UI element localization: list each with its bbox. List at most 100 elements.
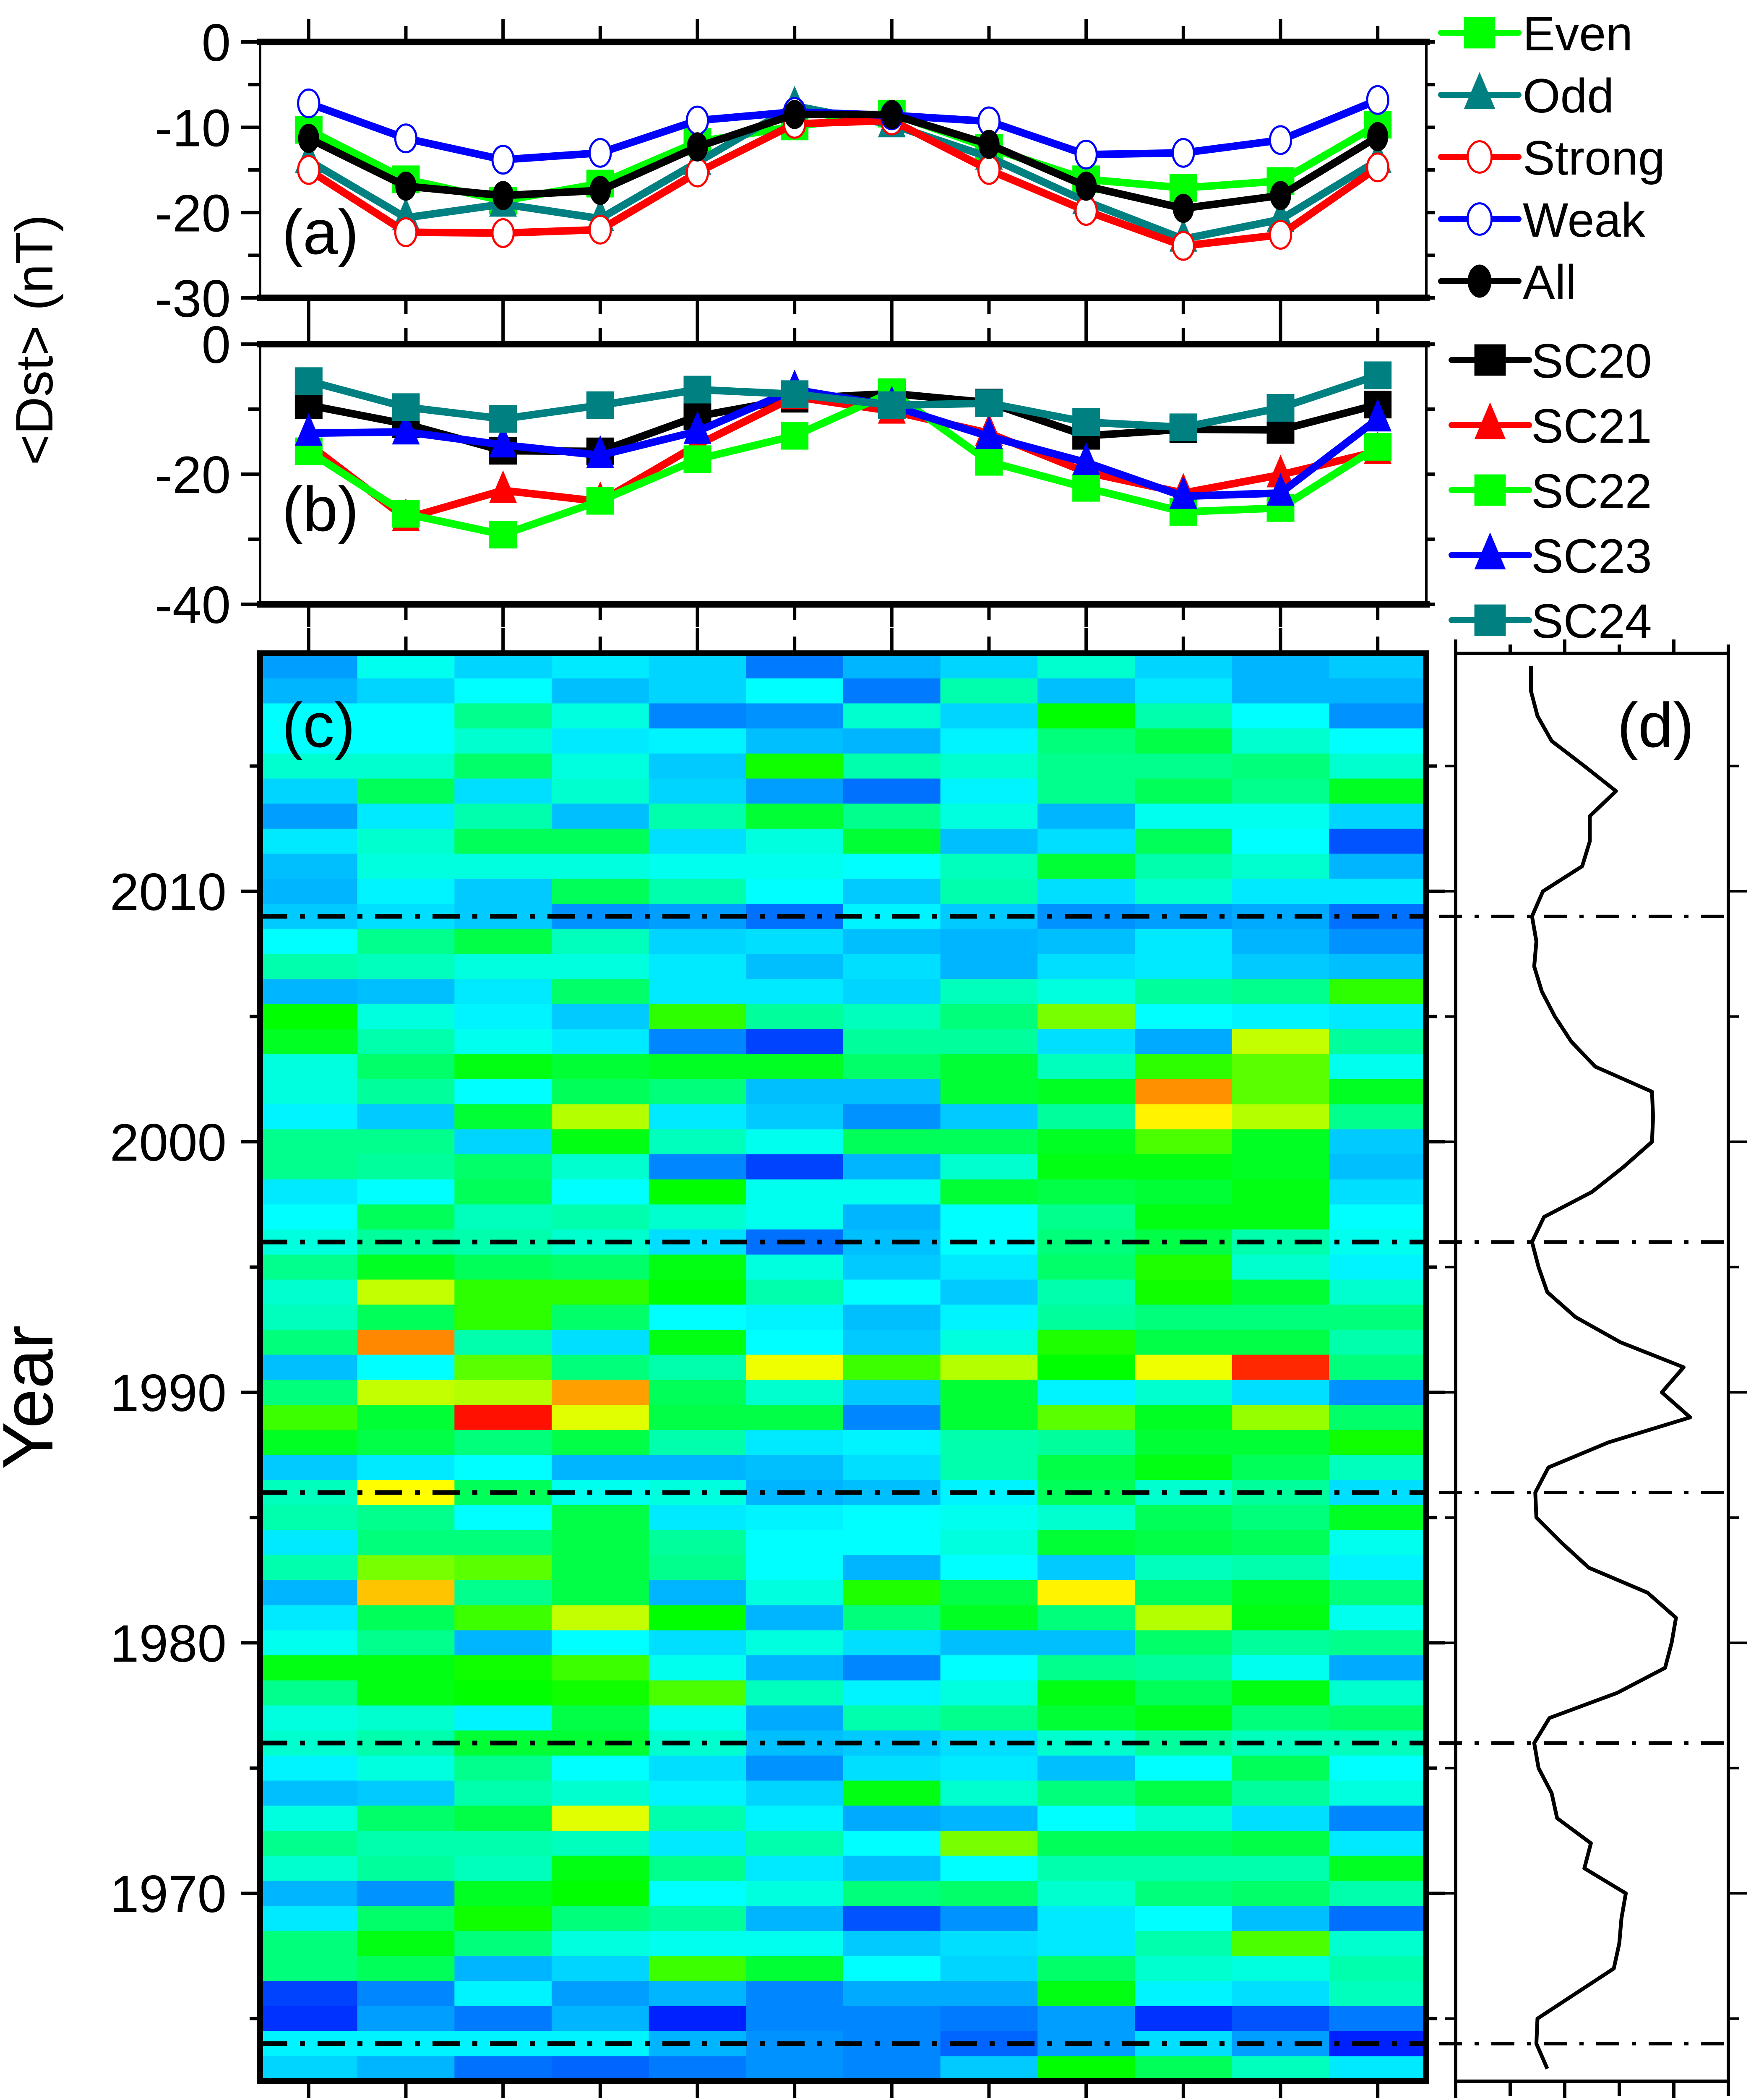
heatmap-cell [649,1806,747,1831]
heatmap-cell [1135,1204,1232,1230]
heatmap-cell [649,1555,747,1581]
heatmap-cell [357,703,455,729]
open-circle-marker [1366,152,1389,183]
heatmap-cell [260,778,358,804]
heatmap-cell [843,1279,941,1305]
heatmap-cell [454,1580,552,1606]
heatmap-cell [1329,1655,1427,1681]
triangle-marker [1474,402,1506,439]
heatmap-cell [1037,1455,1135,1481]
heatmap-cell [1037,1680,1135,1706]
heatmap-cell [940,703,1038,729]
triangle-marker [1364,399,1392,432]
heatmap-cell [1135,1179,1232,1205]
heatmap-cell [1329,1430,1427,1456]
heatmap-cell [1037,1354,1135,1380]
heatmap-cell [454,1179,552,1205]
heatmap-cell [649,1755,747,1781]
heatmap-cell [552,1580,649,1606]
heatmap-cell [1329,1931,1427,1957]
heatmap-cell [843,753,941,779]
heatmap-cell [1037,929,1135,955]
heatmap-cell [1329,1630,1427,1656]
heatmap-cell [649,778,747,804]
heatmap-cell [260,1780,358,1806]
heatmap-cell [1329,1806,1427,1831]
heatmap-cell [357,1279,455,1305]
heatmap-cell [649,804,747,829]
heatmap-cell [1232,1279,1330,1305]
heatmap-cell [843,1906,941,1931]
heatmap-cell [843,1580,941,1606]
heatmap-cell [1135,1154,1232,1180]
heatmap-row [260,1830,1427,1856]
heatmap-cell [746,1555,844,1581]
heatmap-cell [260,1129,358,1155]
heatmap-cell [940,1004,1038,1030]
heatmap-cell [357,1354,455,1380]
heatmap-cell [552,753,649,779]
heatmap-cell [843,678,941,704]
heatmap-cell [649,828,747,854]
heatmap-cell [1232,703,1330,729]
heatmap-cell [454,1029,552,1055]
heatmap-row [260,1029,1427,1055]
open-circle-marker [977,155,1001,185]
heatmap-cell [649,879,747,905]
heatmap-cell [260,728,358,754]
y-axis-label-dst: <Dst> (nT) [5,214,64,465]
square-marker [392,500,420,528]
heatmap-cell [1135,1405,1232,1430]
heatmap-cell [649,1630,747,1656]
heatmap-cell [843,653,941,679]
heatmap-cell [552,1981,649,2007]
heatmap-cell [1232,1630,1330,1656]
heatmap-cell [1135,1004,1232,1030]
heatmap-cell [357,1705,455,1731]
heatmap-cell [552,853,649,879]
heatmap-cell [746,1104,844,1130]
series-line [306,117,1380,250]
heatmap-cell [357,1981,455,2007]
heatmap-cell [940,1129,1038,1155]
heatmap-cell [1232,1580,1330,1606]
heatmap-cell [649,1305,747,1330]
triangle-marker [392,412,420,445]
heatmap-cell [1329,1254,1427,1280]
heatmap-cell [552,1104,649,1130]
heatmap-row [260,1154,1427,1180]
heatmap-cell [1329,653,1427,679]
heatmap-cell [649,653,747,679]
heatmap-cell [357,879,455,905]
heatmap-cell [552,1931,649,1957]
heatmap-cell [1329,778,1427,804]
heatmap-cell [1329,954,1427,980]
heatmap-cell [357,1405,455,1430]
heatmap-cell [1232,778,1330,804]
heatmap-cell [1329,1555,1427,1581]
heatmap-cell [940,828,1038,854]
heatmap-cell [1135,1881,1232,1907]
heatmap-cell [1037,1580,1135,1606]
heatmap-cell [1037,653,1135,679]
heatmap-cell [746,954,844,980]
filled-circle-marker [1467,264,1492,298]
triangle-marker [489,470,517,503]
heatmap-cell [1329,1830,1427,1856]
heatmap-row [260,1455,1427,1481]
heatmap-cell [746,979,844,1005]
heatmap-cell [1329,1981,1427,2007]
legend-item-sc22: SC22 [1449,464,1652,518]
heatmap-cell [357,1329,455,1355]
heatmap-cell [454,1981,552,2007]
legend-label: Odd [1523,69,1614,123]
heatmap-cell [940,653,1038,679]
heatmap-cell [1329,1705,1427,1731]
heatmap-cell [454,1806,552,1831]
heatmap-cell [260,1354,358,1380]
heatmap-cell [1232,1505,1330,1531]
heatmap-row [260,728,1427,754]
heatmap-cell [1135,1430,1232,1456]
heatmap-cell [1232,1680,1330,1706]
heatmap-cell [1135,879,1232,905]
